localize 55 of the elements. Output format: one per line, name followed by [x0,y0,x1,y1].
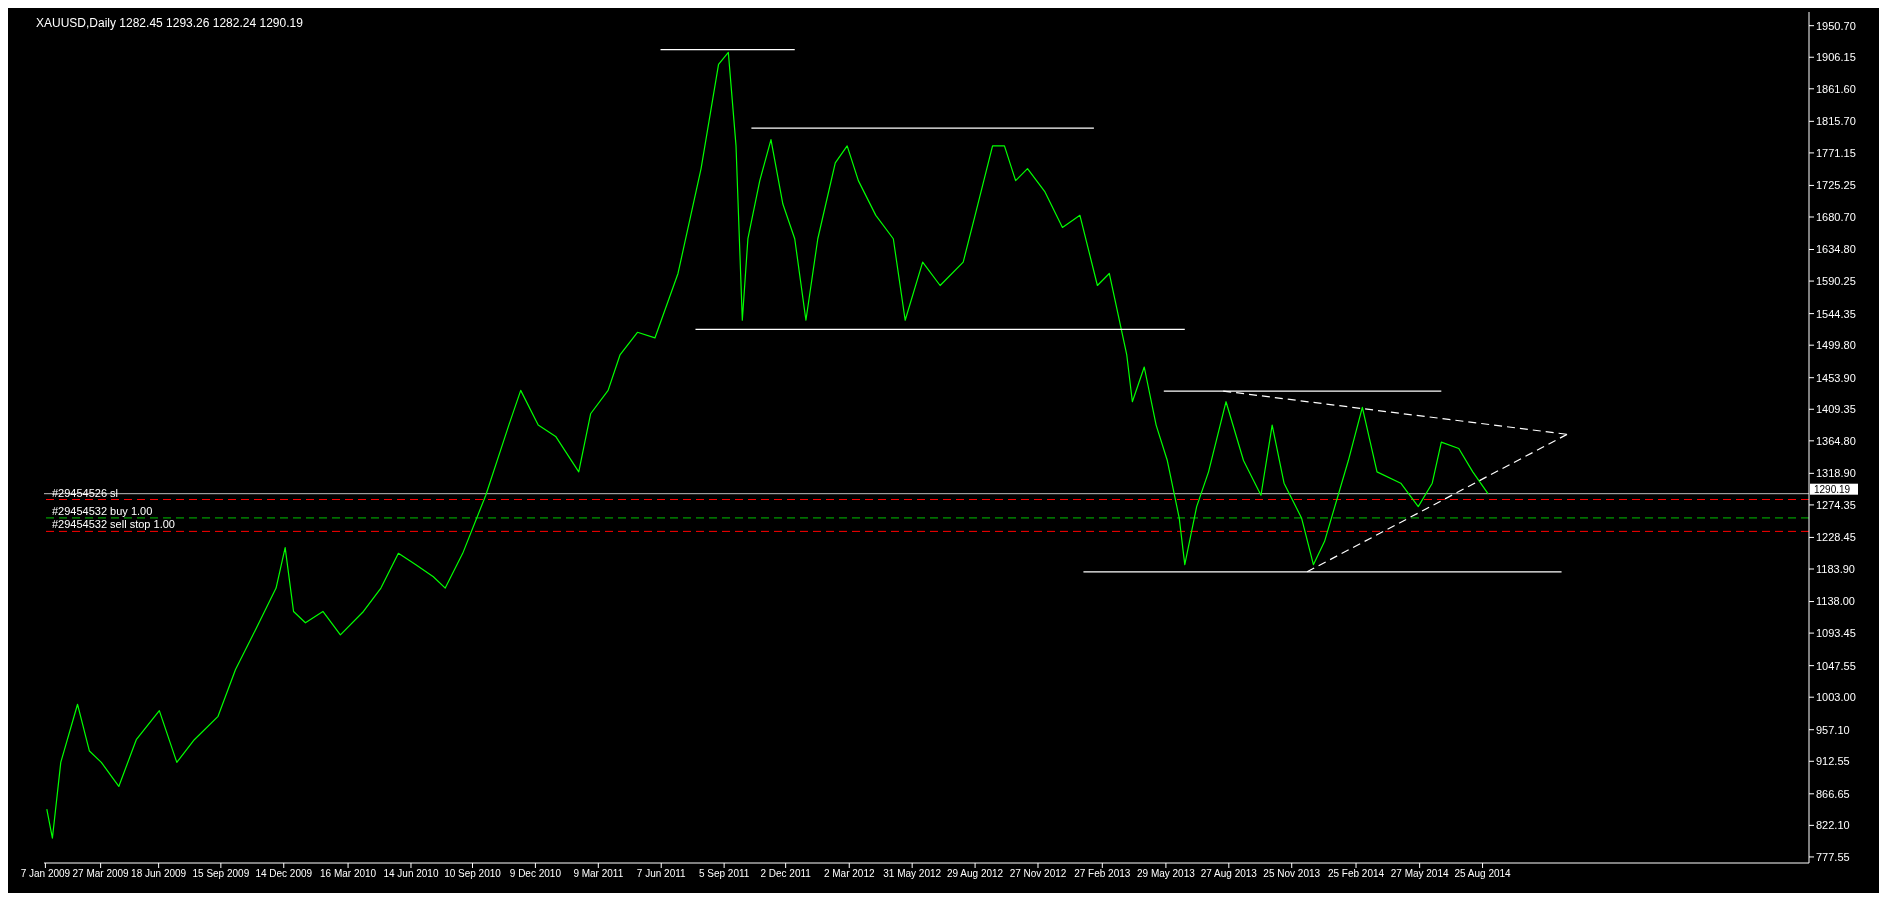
y-tick-label: 1906.15 [1816,51,1856,64]
y-tick-label: 1093.45 [1816,627,1856,640]
y-tick-label: 957.10 [1816,723,1850,736]
x-tick-label: 14 Jun 2010 [383,868,439,880]
y-tick-label: 1771.15 [1816,146,1856,159]
x-tick-label: 2 Mar 2012 [823,868,875,880]
y-tick-label: 1861.60 [1816,82,1856,95]
x-tick-label: 9 Mar 2011 [573,868,624,880]
x-tick-label: 29 Aug 2012 [947,868,1004,880]
x-tick-label: 25 Nov 2013 [1263,868,1321,880]
x-tick-label: 25 Aug 2014 [1454,868,1512,880]
y-tick-label: 1815.70 [1816,115,1856,128]
chart-title: XAUUSD,Daily 1282.45 1293.26 1282.24 1290.19 [36,16,303,30]
y-tick-label: 1228.45 [1816,531,1856,544]
y-tick-label: 1047.55 [1816,659,1856,672]
y-tick-label: 1318.90 [1816,467,1856,480]
y-tick-label: 912.55 [1816,755,1850,768]
x-tick-label: 14 Dec 2009 [255,868,313,880]
y-tick-label: 1950.70 [1816,19,1856,32]
ref-line-label: #29454532 sell stop 1.00 [52,518,175,531]
x-tick-label: 16 Mar 2010 [319,868,377,880]
x-tick-label: 27 Mar 2009 [72,868,130,880]
x-tick-label: 27 Aug 2013 [1200,868,1258,880]
x-tick-label: 5 Sep 2011 [698,868,750,880]
y-tick-label: 1138.00 [1816,595,1855,608]
ref-line-label: #29454532 buy 1.00 [52,504,153,517]
x-tick-label: 31 May 2012 [883,868,942,880]
y-tick-label: 1680.70 [1816,210,1856,223]
x-tick-label: 15 Sep 2009 [192,868,250,880]
x-tick-label: 7 Jun 2011 [636,868,687,880]
y-tick-label: 866.65 [1816,787,1850,800]
y-tick-label: 1544.35 [1816,307,1856,320]
x-tick-label: 27 May 2014 [1390,868,1449,880]
x-tick-label: 27 Feb 2013 [1074,868,1131,880]
y-tick-label: 1725.25 [1816,179,1856,192]
y-tick-label: 1590.25 [1816,274,1856,287]
y-tick-label: 1183.90 [1816,562,1855,575]
y-tick-label: 1003.00 [1816,691,1856,704]
y-tick-label: 1364.80 [1816,434,1856,447]
y-tick-label: 1453.90 [1816,371,1856,384]
ref-line-label: 1290.19 [1814,483,1851,495]
x-tick-label: 25 Feb 2014 [1327,868,1385,880]
y-tick-label: 1499.80 [1816,339,1856,352]
y-tick-label: 1634.80 [1816,243,1856,256]
y-tick-label: 1274.35 [1816,498,1856,511]
x-tick-label: 2 Dec 2011 [760,868,812,880]
x-tick-label: 10 Sep 2010 [444,868,502,880]
x-tick-label: 29 May 2013 [1137,868,1196,880]
x-tick-label: 7 Jan 2009 [20,868,71,880]
y-tick-label: 822.10 [1816,819,1850,832]
x-tick-label: 18 Jun 2009 [131,868,187,880]
x-tick-label: 9 Dec 2010 [509,868,562,880]
x-tick-label: 27 Nov 2012 [1009,868,1067,880]
y-tick-label: 1409.35 [1816,403,1856,416]
y-tick-label: 777.55 [1816,850,1850,863]
